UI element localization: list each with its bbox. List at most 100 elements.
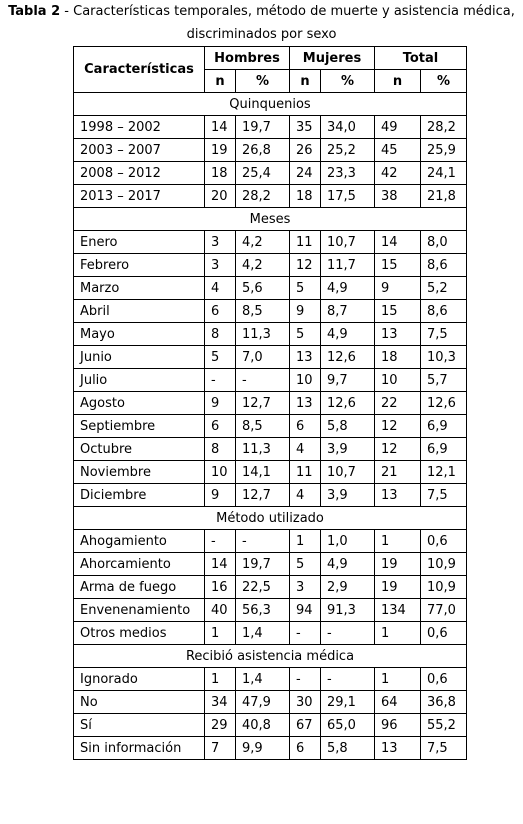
table-cell: -: [235, 529, 290, 553]
table-cell: 12: [289, 253, 321, 277]
table-caption: Tabla 2 - Características temporales, mé…: [0, 0, 523, 46]
table-cell: 12,6: [320, 391, 375, 415]
table-cell: 6: [204, 299, 236, 323]
table-cell: 10,9: [420, 575, 467, 599]
table-cell: 36,8: [420, 690, 467, 714]
row-label: 1998 – 2002: [73, 115, 205, 139]
table-cell: 21,8: [420, 184, 467, 208]
row-label: Agosto: [73, 391, 205, 415]
table-cell: 19: [204, 138, 236, 162]
table-cell: 40,8: [235, 713, 290, 737]
table-cell: 1: [374, 621, 421, 645]
table-cell: 4,9: [320, 322, 375, 346]
row-label: Enero: [73, 230, 205, 254]
header-sub-pct: %: [320, 69, 375, 93]
table-cell: 12,1: [420, 460, 467, 484]
table-cell: 3: [289, 575, 321, 599]
row-label: Junio: [73, 345, 205, 369]
table-row: Enero 3 4,2 11 10,7 14 8,0: [73, 230, 467, 254]
row-label: Envenenamiento: [73, 598, 205, 622]
table-cell: 14: [204, 115, 236, 139]
table-cell: 9,7: [320, 368, 375, 392]
table-cell: 77,0: [420, 598, 467, 622]
table-cell: 22: [374, 391, 421, 415]
table-cell: 12: [374, 414, 421, 438]
table-cell: 28,2: [420, 115, 467, 139]
header-sub-n: n: [204, 69, 236, 93]
table-cell: 5,6: [235, 276, 290, 300]
table-cell: 14: [204, 552, 236, 576]
table-cell: 11: [289, 230, 321, 254]
section-title: Meses: [73, 207, 467, 231]
row-label: Sin información: [73, 736, 205, 760]
header-row-groups: Características Hombres Mujeres Total: [73, 46, 467, 93]
table-cell: 12,7: [235, 483, 290, 507]
row-label: Ahogamiento: [73, 529, 205, 553]
table-cell: 8,6: [420, 299, 467, 323]
table-cell: 0,6: [420, 529, 467, 553]
table-cell: 8,5: [235, 414, 290, 438]
table-cell: 11,7: [320, 253, 375, 277]
table-cell: 21: [374, 460, 421, 484]
table-cell: 55,2: [420, 713, 467, 737]
table-row: 2008 – 2012 18 25,4 24 23,3 42 24,1: [73, 161, 467, 185]
table-cell: 23,3: [320, 161, 375, 185]
table-cell: 45: [374, 138, 421, 162]
table-cell: 4,2: [235, 230, 290, 254]
table-cell: 19: [374, 575, 421, 599]
table-cell: 15: [374, 299, 421, 323]
table-cell: 13: [374, 322, 421, 346]
table-cell: 25,4: [235, 161, 290, 185]
table-cell: 49: [374, 115, 421, 139]
row-label: Ahorcamiento: [73, 552, 205, 576]
table-cell: 65,0: [320, 713, 375, 737]
table-row: Octubre 8 11,3 4 3,9 12 6,9: [73, 437, 467, 461]
header-sub-n: n: [374, 69, 421, 93]
table-cell: 9: [374, 276, 421, 300]
table-row: 1998 – 2002 14 19,7 35 34,0 49 28,2: [73, 115, 467, 139]
table-cell: 19,7: [235, 552, 290, 576]
table-cell: 1,0: [320, 529, 375, 553]
table-cell: 38: [374, 184, 421, 208]
table-cell: 4: [289, 437, 321, 461]
table-cell: 25,2: [320, 138, 375, 162]
table-cell: 5,8: [320, 736, 375, 760]
table-cell: 5: [289, 276, 321, 300]
table-row: Sí 29 40,8 67 65,0 96 55,2: [73, 713, 467, 737]
table-cell: 47,9: [235, 690, 290, 714]
table-cell: 13: [289, 345, 321, 369]
table-row: Otros medios 1 1,4- -1 0,6: [73, 621, 467, 645]
table-cell: 96: [374, 713, 421, 737]
table-cell: 14: [374, 230, 421, 254]
table-cell: 4,9: [320, 552, 375, 576]
table-cell: 1: [204, 667, 236, 691]
row-label: Arma de fuego: [73, 575, 205, 599]
caption-line2: discriminados por sexo: [186, 27, 337, 42]
table-cell: 3: [204, 230, 236, 254]
table-cell: 19,7: [235, 115, 290, 139]
table-cell: 9: [204, 391, 236, 415]
table-cell: 13: [289, 391, 321, 415]
table-cell: 8,7: [320, 299, 375, 323]
header-row-sub: n % n % n %: [74, 69, 467, 93]
table-cell: 1,4: [235, 667, 290, 691]
row-label: Julio: [73, 368, 205, 392]
table-cell: 64: [374, 690, 421, 714]
table-cell: 0,6: [420, 621, 467, 645]
table-cell: 6,9: [420, 437, 467, 461]
table-cell: 91,3: [320, 598, 375, 622]
row-label: Febrero: [73, 253, 205, 277]
table-cell: 4: [204, 276, 236, 300]
table-cell: 134: [374, 598, 421, 622]
table-row: Febrero 3 4,2 12 11,7 15 8,6: [73, 253, 467, 277]
table-cell: 13: [374, 483, 421, 507]
table-cell: 0,6: [420, 667, 467, 691]
section-header-row: Meses: [73, 207, 467, 231]
table-cell: 2,9: [320, 575, 375, 599]
table-cell: 34: [204, 690, 236, 714]
row-label: Septiembre: [73, 414, 205, 438]
row-label: 2013 – 2017: [73, 184, 205, 208]
table-cell: 28,2: [235, 184, 290, 208]
table-cell: 10: [204, 460, 236, 484]
section-title: Quinquenios: [73, 92, 467, 116]
